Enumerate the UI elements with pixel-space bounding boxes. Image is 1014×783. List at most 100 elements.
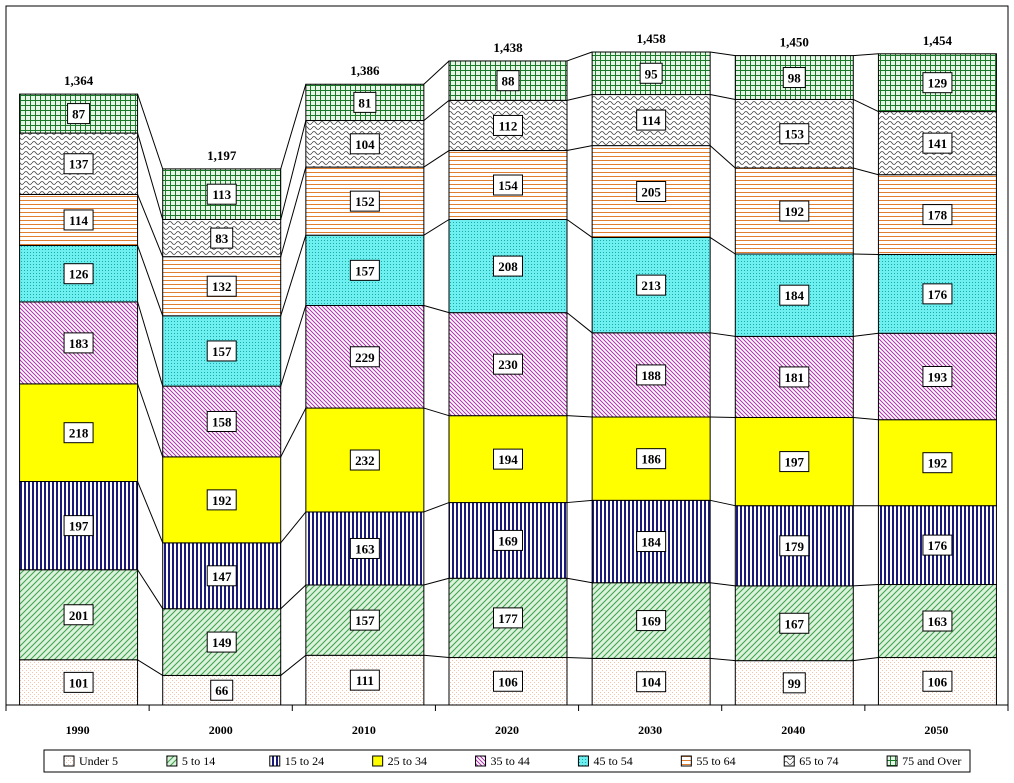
- connector-line: [710, 52, 735, 56]
- connector-line: [567, 146, 592, 151]
- data-label: 181: [785, 370, 805, 385]
- legend-item: 35 to 44: [476, 754, 530, 768]
- connector-line: [281, 235, 306, 316]
- legend-item: 5 to 14: [167, 754, 215, 768]
- x-tick-label: 2050: [924, 723, 948, 737]
- legend-label: 65 to 74: [799, 754, 838, 768]
- connector-line: [281, 84, 306, 169]
- data-label: 83: [215, 231, 229, 246]
- data-label: 163: [355, 541, 375, 556]
- data-label: 114: [69, 213, 88, 228]
- total-label: 1,386: [350, 63, 380, 78]
- connector-line: [138, 570, 163, 609]
- data-label: 194: [498, 452, 518, 467]
- data-label: 152: [355, 194, 375, 209]
- data-label: 167: [785, 616, 805, 631]
- connector-line: [424, 305, 449, 312]
- data-label: 104: [641, 675, 661, 690]
- connector-line: [138, 384, 163, 457]
- legend-label: 35 to 44: [491, 754, 530, 768]
- connector-line: [138, 660, 163, 676]
- legend-swatch: [784, 756, 794, 766]
- data-label: 205: [641, 185, 661, 200]
- legend-item: Under 5: [64, 754, 118, 768]
- bars: 101201197218183126114137871,364661491471…: [20, 31, 997, 705]
- data-label: 192: [928, 456, 948, 471]
- legend-label: 15 to 24: [285, 754, 324, 768]
- connector-line: [281, 408, 306, 457]
- connector-line: [567, 95, 592, 101]
- data-label: 192: [212, 493, 232, 508]
- data-label: 218: [69, 426, 89, 441]
- data-label: 147: [212, 569, 232, 584]
- data-label: 149: [212, 635, 232, 650]
- data-label: 188: [641, 368, 661, 383]
- connector-line: [424, 61, 449, 84]
- x-tick-label: 2040: [781, 723, 805, 737]
- data-label: 141: [928, 136, 948, 151]
- data-label: 157: [212, 344, 232, 359]
- connector-line: [853, 417, 878, 419]
- x-tick-label: 1990: [66, 723, 90, 737]
- data-label: 106: [928, 674, 948, 689]
- connector-line: [281, 167, 306, 257]
- total-label: 1,197: [207, 148, 237, 163]
- connector-line: [567, 220, 592, 238]
- data-label: 111: [356, 673, 374, 688]
- connector-line: [138, 482, 163, 543]
- legend-label: Under 5: [79, 754, 118, 768]
- connector-line: [424, 655, 449, 657]
- connector-line: [281, 305, 306, 386]
- legend-item: 15 to 24: [270, 754, 324, 768]
- connector-line: [710, 146, 735, 168]
- legend-swatch: [64, 756, 74, 766]
- total-label: 1,454: [923, 33, 953, 48]
- data-label: 193: [928, 369, 948, 384]
- x-tick-label: 2000: [209, 723, 233, 737]
- data-label: 81: [358, 95, 371, 110]
- connector-line: [710, 333, 735, 337]
- legend-swatch: [887, 756, 897, 766]
- data-label: 169: [641, 614, 661, 629]
- data-label: 176: [928, 538, 948, 553]
- data-label: 201: [69, 608, 89, 623]
- connector-line: [853, 99, 878, 111]
- data-label: 113: [212, 187, 231, 202]
- data-label: 192: [785, 204, 805, 219]
- data-label: 157: [355, 263, 375, 278]
- legend-swatch: [373, 756, 383, 766]
- legend-label: 25 to 34: [388, 754, 427, 768]
- legend-label: 55 to 64: [696, 754, 735, 768]
- data-label: 132: [212, 279, 232, 294]
- x-tick-label: 2020: [495, 723, 519, 737]
- data-label: 153: [785, 127, 805, 142]
- connector-line: [853, 333, 878, 336]
- connector-line: [138, 245, 163, 315]
- connector-line: [710, 583, 735, 586]
- data-label: 104: [355, 137, 375, 152]
- total-label: 1,364: [64, 73, 94, 88]
- data-label: 177: [498, 611, 518, 626]
- total-label: 1,438: [493, 40, 523, 55]
- data-label: 106: [498, 674, 518, 689]
- data-label: 183: [69, 336, 89, 351]
- data-label: 157: [355, 613, 375, 628]
- connector-line: [424, 220, 449, 236]
- data-label: 95: [645, 66, 659, 81]
- connector-line: [567, 313, 592, 333]
- connector-line: [281, 512, 306, 543]
- legend-item: 65 to 74: [784, 754, 838, 768]
- data-label: 114: [642, 113, 661, 128]
- data-label: 98: [788, 71, 802, 86]
- legend-swatch: [681, 756, 691, 766]
- connector-line: [281, 655, 306, 675]
- connector-line: [853, 168, 878, 175]
- connector-line: [281, 121, 306, 220]
- data-label: 179: [785, 539, 805, 554]
- data-label: 229: [355, 350, 375, 365]
- connector-line: [567, 578, 592, 582]
